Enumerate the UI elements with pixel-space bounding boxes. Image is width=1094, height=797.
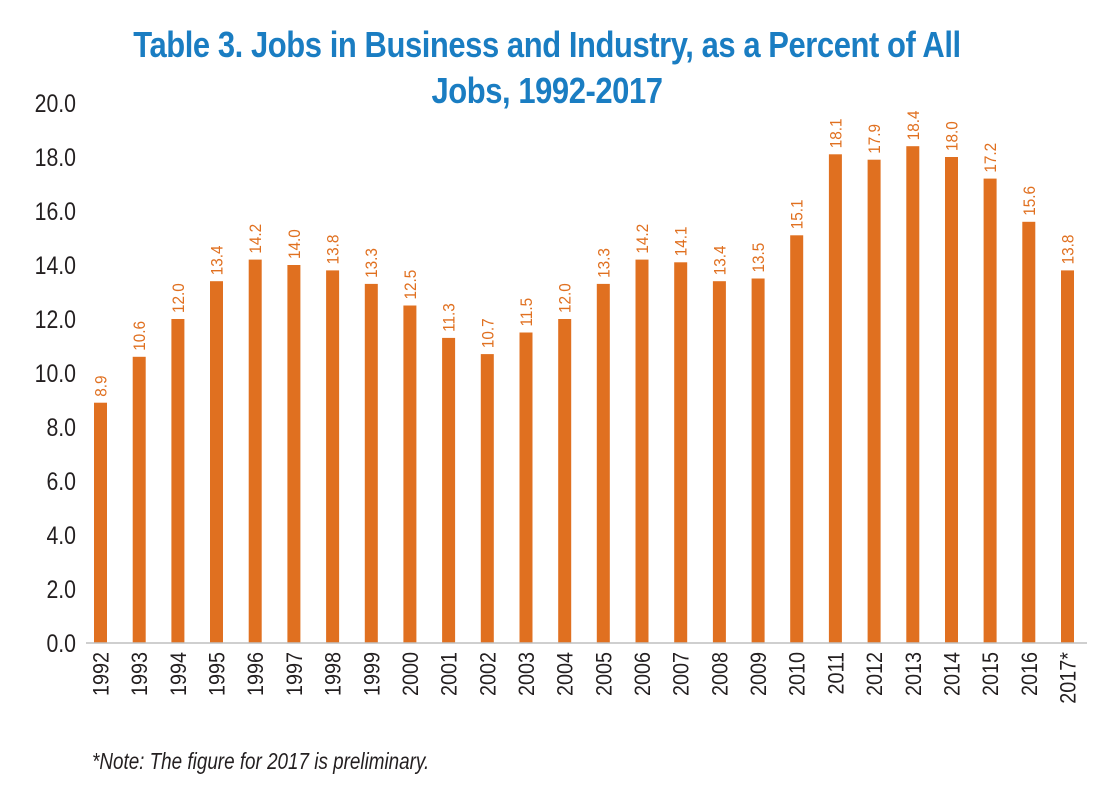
y-tick-label: 18.0 — [35, 143, 76, 171]
data-label: 17.2 — [981, 143, 1000, 173]
data-label: 13.8 — [1059, 235, 1078, 265]
data-label: 13.4 — [711, 245, 730, 275]
data-label: 18.1 — [827, 119, 846, 149]
x-tick-label: 2003 — [515, 652, 539, 696]
x-axis: 1992 1993 1994 1995 1996 1997 1998 1999 2000 2001… — [90, 652, 1081, 704]
y-tick-label: 0.0 — [46, 629, 76, 657]
data-label: 12.5 — [401, 270, 420, 300]
bar-2017 — [1061, 270, 1074, 643]
bar-2001 — [442, 337, 456, 643]
data-label: 10.7 — [479, 318, 498, 348]
y-axis: 0.0 2.0 4.0 6.0 8.0 10.0 12.0 14.0 16.0 18.0 20.0 — [35, 89, 76, 657]
x-tick-label: 2000 — [399, 652, 423, 696]
y-tick-label: 2.0 — [46, 575, 76, 603]
x-tick-label: 2017* — [1057, 652, 1081, 704]
x-tick-label: 2011 — [824, 652, 848, 695]
x-tick-label: 1992 — [90, 652, 114, 696]
chart-title-line-2: Jobs, 1992-2017 — [431, 70, 663, 111]
x-tick-label: 1999 — [360, 652, 384, 696]
x-tick-label: 2014 — [941, 652, 965, 696]
y-tick-label: 16.0 — [35, 197, 76, 225]
data-label: 18.0 — [943, 121, 962, 151]
bar-1992 — [94, 402, 107, 643]
x-tick-label: 2010 — [786, 652, 810, 696]
bars — [94, 146, 1074, 644]
y-tick-label: 20.0 — [35, 89, 76, 117]
x-tick-label: 2013 — [902, 652, 926, 696]
bar-2003 — [519, 332, 533, 643]
y-tick-label: 10.0 — [35, 359, 76, 387]
bar-2000 — [403, 305, 417, 643]
data-label: 14.2 — [247, 224, 266, 254]
bar-2013 — [906, 146, 920, 643]
data-label: 14.1 — [672, 227, 691, 257]
bar-2002 — [480, 354, 494, 643]
x-tick-label: 2001 — [438, 652, 462, 696]
bar-1996 — [248, 259, 262, 643]
y-tick-label: 14.0 — [35, 251, 76, 279]
bar-1997 — [287, 265, 301, 643]
x-tick-label: 1998 — [322, 652, 346, 696]
y-tick-label: 8.0 — [46, 413, 76, 441]
data-label: 13.8 — [324, 235, 343, 265]
bar-2016 — [1022, 221, 1036, 644]
chart-title-line-1: Table 3. Jobs in Business and Industry, … — [133, 24, 961, 65]
bar-2004 — [558, 319, 572, 643]
data-label: 12.0 — [169, 283, 188, 313]
bar-2015 — [983, 178, 997, 643]
bar-2007 — [674, 262, 688, 643]
x-tick-label: 1996 — [244, 652, 268, 696]
data-label: 13.3 — [363, 248, 382, 278]
bar-2011 — [828, 154, 842, 644]
y-tick-label: 4.0 — [46, 521, 76, 549]
y-tick-label: 6.0 — [46, 467, 76, 495]
data-label: 13.4 — [208, 245, 227, 275]
data-label: 14.2 — [633, 224, 652, 254]
bar-2014 — [945, 157, 958, 643]
x-tick-label: 1995 — [206, 652, 230, 696]
data-label: 8.9 — [92, 375, 111, 396]
x-tick-label: 2008 — [708, 652, 732, 696]
data-label: 12.0 — [556, 283, 575, 313]
x-tick-label: 2012 — [863, 652, 887, 696]
data-label: 17.9 — [865, 124, 884, 154]
x-tick-label: 2007 — [670, 652, 694, 696]
bar-2012 — [867, 159, 881, 643]
bar-1994 — [171, 319, 185, 643]
data-label: 14.0 — [285, 229, 304, 259]
data-label: 10.6 — [130, 321, 149, 351]
bar-1998 — [326, 270, 340, 643]
x-tick-label: 1994 — [167, 652, 191, 696]
bar-2006 — [635, 259, 649, 643]
x-tick-label: 2002 — [476, 652, 500, 696]
bar-2008 — [712, 281, 726, 643]
x-tick-label: 2005 — [592, 652, 616, 696]
data-label: 15.1 — [788, 200, 807, 230]
x-tick-label: 2006 — [631, 652, 655, 696]
data-labels: 8.9 10.6 12.0 13.4 14.2 14.0 13.8 13.3 12.5 11.3 1… — [92, 110, 1078, 396]
x-tick-label: 2009 — [747, 652, 771, 696]
x-tick-label: 2015 — [979, 652, 1003, 696]
bar-2009 — [751, 278, 765, 643]
data-label: 11.3 — [440, 303, 459, 332]
bar-1995 — [210, 281, 223, 643]
bar-2005 — [596, 283, 610, 643]
data-label: 11.5 — [517, 298, 536, 327]
data-label: 18.4 — [904, 110, 923, 140]
bar-2010 — [790, 235, 804, 644]
data-label: 15.6 — [1020, 186, 1039, 216]
x-tick-label: 1997 — [283, 652, 307, 696]
x-tick-label: 1993 — [128, 652, 152, 696]
chart-title: Table 3. Jobs in Business and Industry, … — [77, 22, 1018, 114]
chart-note: *Note: The figure for 2017 is preliminar… — [92, 748, 430, 774]
bar-1993 — [132, 356, 146, 643]
bar-1999 — [364, 283, 378, 643]
data-label: 13.5 — [749, 243, 768, 273]
x-tick-label: 2004 — [554, 652, 578, 696]
y-tick-label: 12.0 — [35, 305, 76, 333]
data-label: 13.3 — [595, 248, 614, 278]
x-tick-label: 2016 — [1018, 652, 1042, 696]
